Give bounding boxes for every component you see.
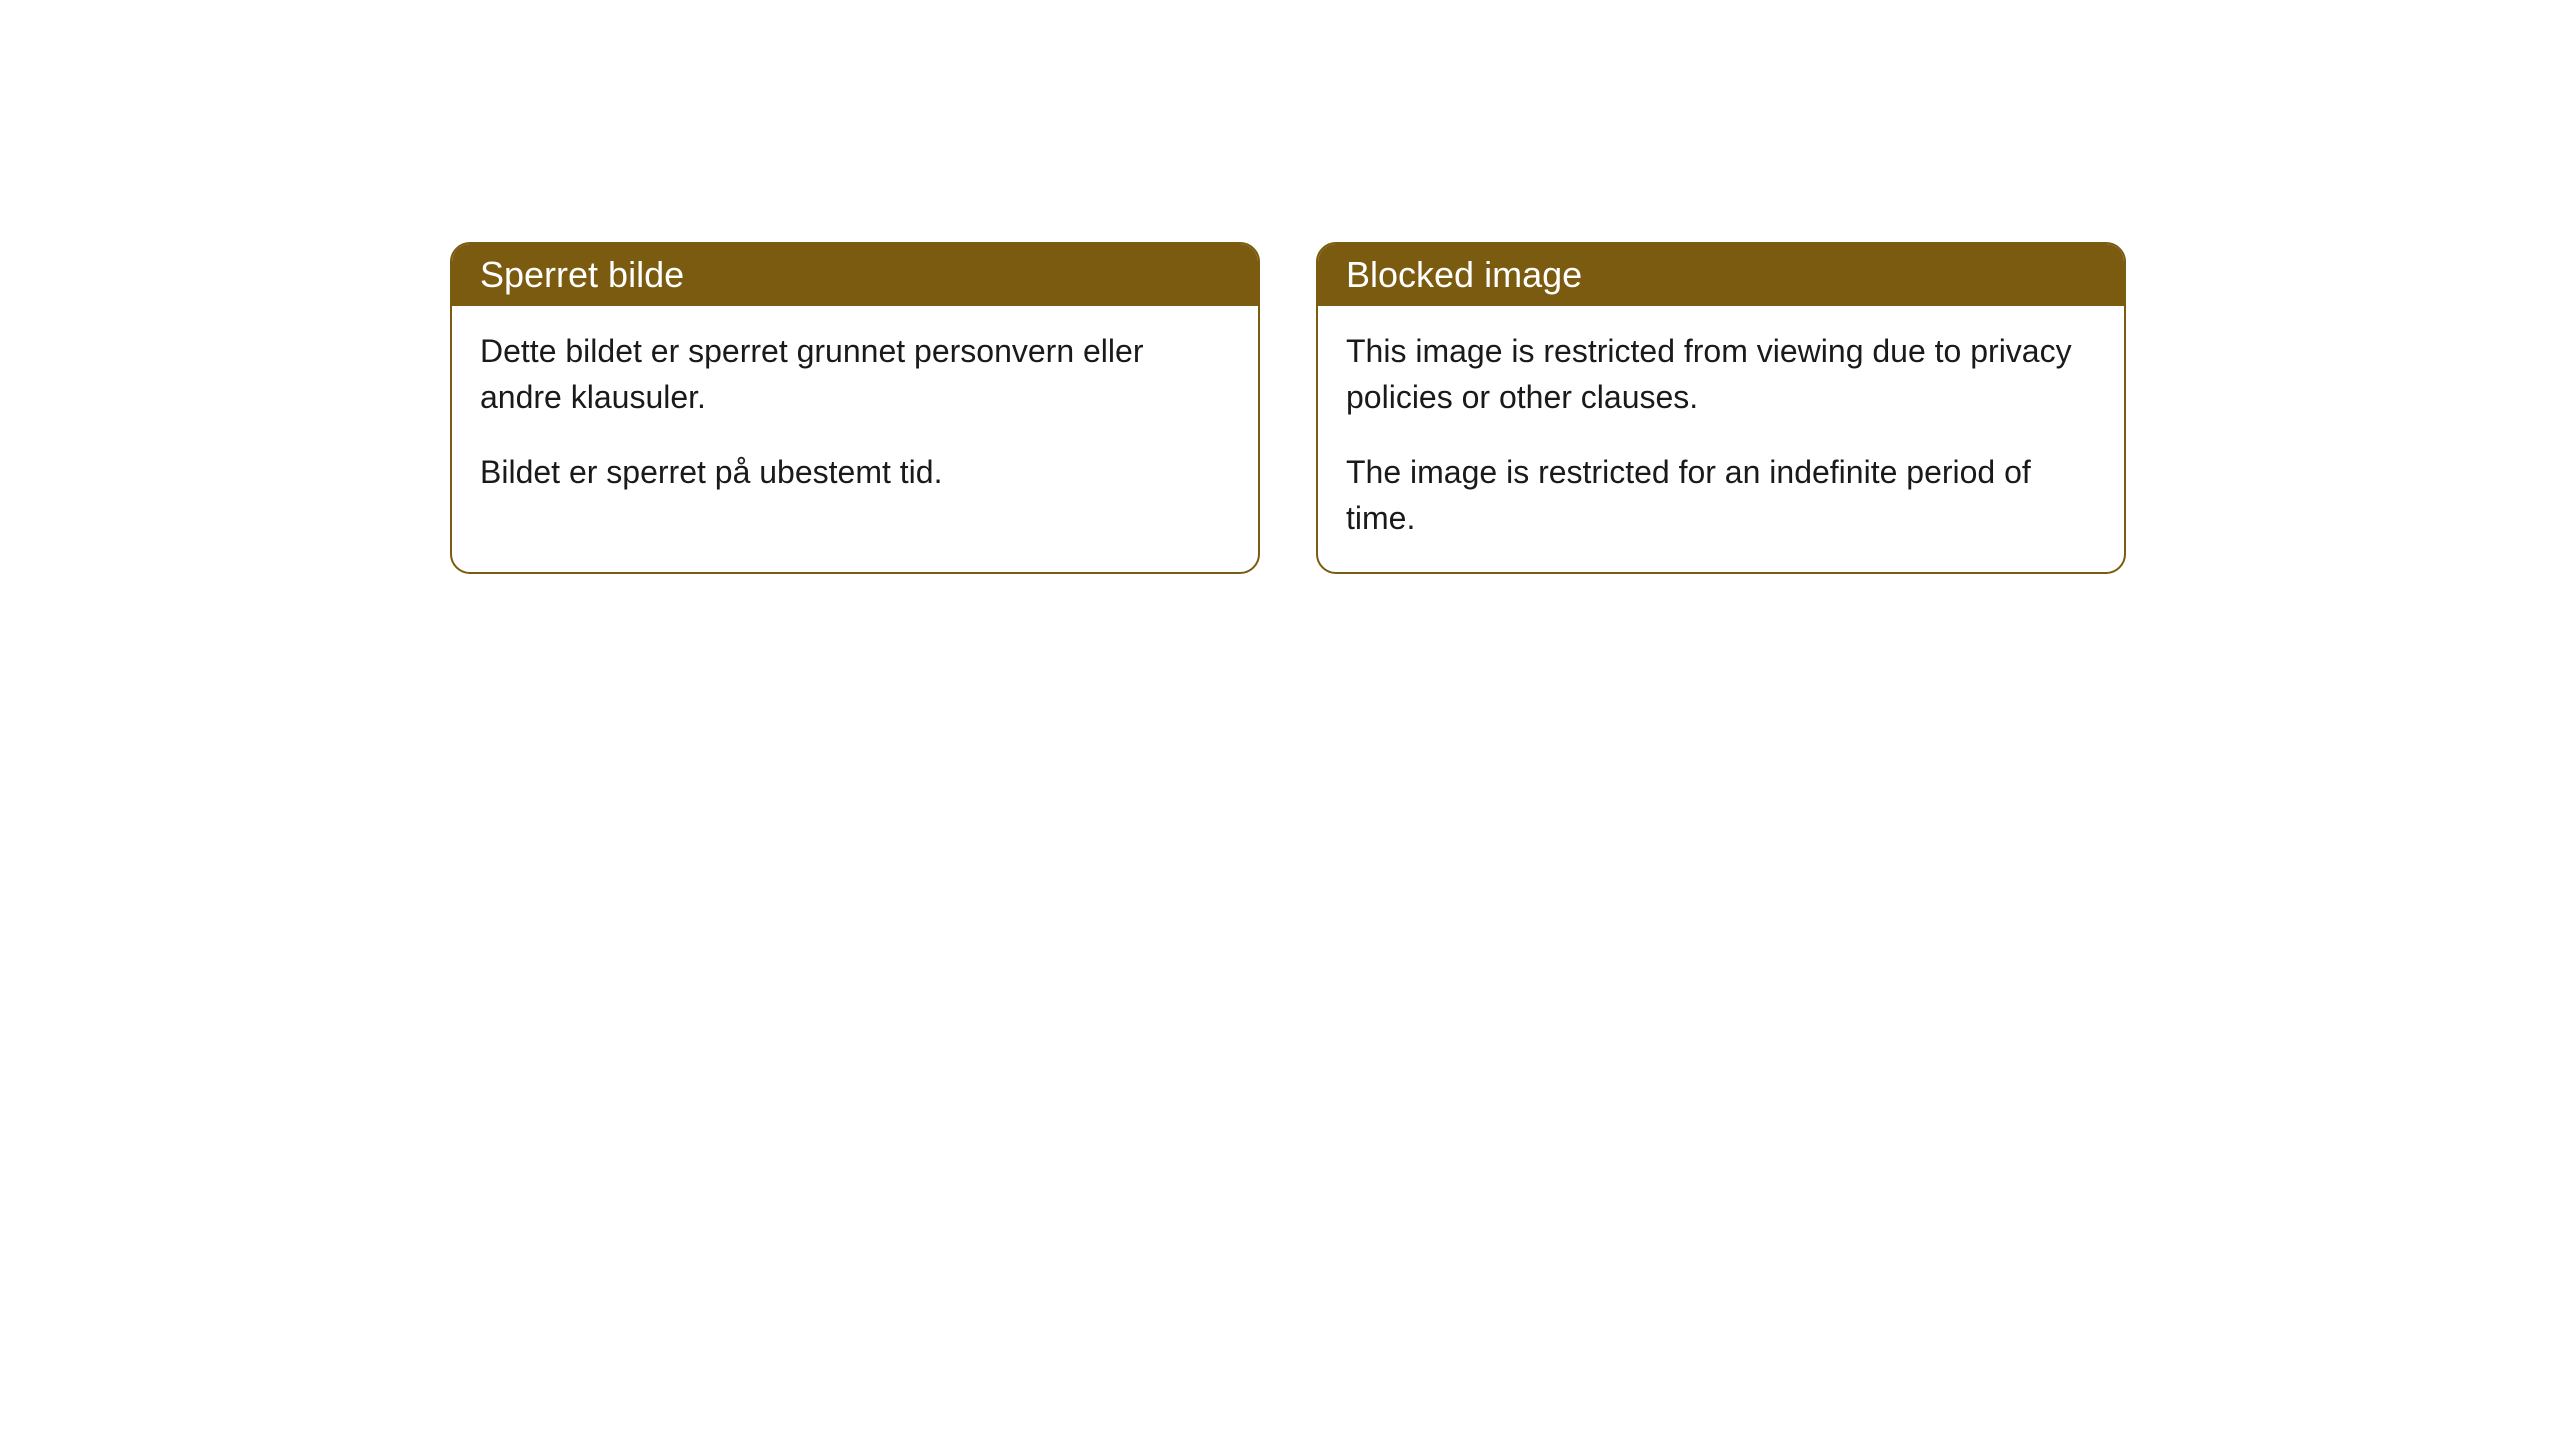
notice-body: This image is restricted from viewing du… [1318,306,2124,572]
notice-paragraph: Bildet er sperret på ubestemt tid. [480,449,1230,495]
notice-paragraph: The image is restricted for an indefinit… [1346,449,2096,542]
notice-body: Dette bildet er sperret grunnet personve… [452,306,1258,525]
notice-header: Blocked image [1318,244,2124,306]
notice-paragraph: Dette bildet er sperret grunnet personve… [480,328,1230,421]
notice-title: Blocked image [1346,254,1582,295]
notice-title: Sperret bilde [480,254,684,295]
notice-card-norwegian: Sperret bilde Dette bildet er sperret gr… [450,242,1260,574]
notice-container: Sperret bilde Dette bildet er sperret gr… [450,242,2126,574]
notice-paragraph: This image is restricted from viewing du… [1346,328,2096,421]
notice-card-english: Blocked image This image is restricted f… [1316,242,2126,574]
notice-header: Sperret bilde [452,244,1258,306]
